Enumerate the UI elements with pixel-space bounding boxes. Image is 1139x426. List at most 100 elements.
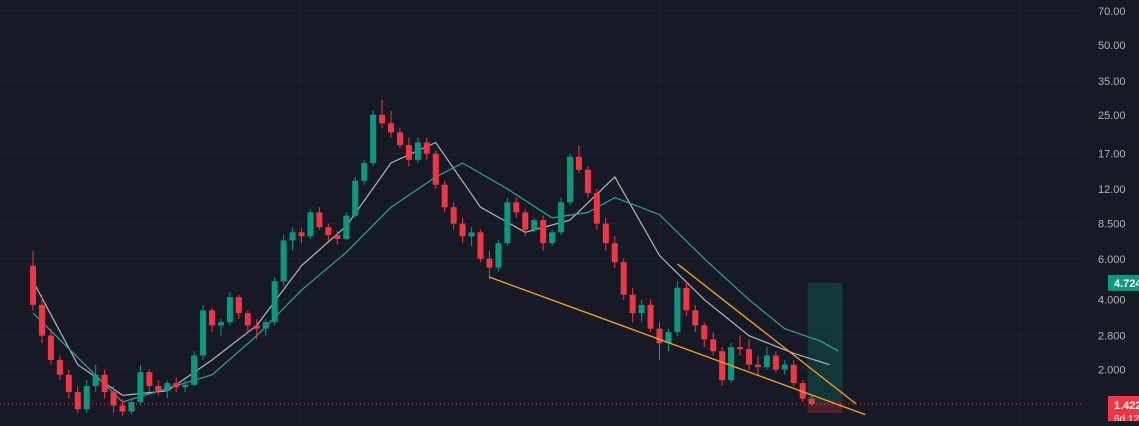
candle-body bbox=[602, 223, 609, 244]
candle-body bbox=[611, 243, 618, 263]
candle bbox=[110, 385, 117, 414]
candle-body bbox=[361, 163, 368, 181]
candle bbox=[173, 377, 180, 393]
candle-body bbox=[513, 202, 520, 213]
price-tick-label: 6.000 bbox=[1098, 254, 1126, 266]
current-price-label: 1.422 bbox=[1114, 400, 1139, 412]
candle-body bbox=[790, 364, 797, 384]
candle bbox=[244, 310, 251, 333]
candle-body bbox=[593, 193, 600, 224]
candle-body bbox=[155, 385, 162, 391]
price-tick-label: 4.000 bbox=[1098, 295, 1126, 307]
candle-body bbox=[558, 202, 565, 233]
candle bbox=[307, 209, 314, 239]
candle-body bbox=[414, 142, 421, 160]
candle-body bbox=[441, 184, 448, 208]
candle bbox=[253, 319, 260, 340]
candle bbox=[83, 380, 90, 414]
candle bbox=[754, 355, 761, 375]
candle-body bbox=[370, 114, 377, 164]
candle bbox=[477, 229, 484, 263]
price-tick-label: 35.00 bbox=[1098, 76, 1126, 88]
candle-body bbox=[799, 383, 806, 399]
candle-body bbox=[30, 265, 36, 305]
candle bbox=[235, 294, 242, 320]
candle bbox=[531, 217, 538, 233]
candle bbox=[647, 299, 654, 333]
candle bbox=[504, 197, 511, 247]
price-tick-label: 50.00 bbox=[1098, 40, 1126, 52]
candle-body bbox=[746, 349, 752, 365]
candle bbox=[30, 250, 36, 311]
candle-body bbox=[289, 232, 296, 241]
candle bbox=[665, 328, 672, 352]
grid-layer bbox=[0, 0, 1084, 421]
candle-body bbox=[504, 202, 511, 244]
candle-body bbox=[423, 142, 430, 154]
candle-body bbox=[620, 262, 627, 295]
candle bbox=[728, 343, 735, 384]
candle-body bbox=[65, 374, 72, 393]
trendline-lower bbox=[489, 276, 866, 416]
candle-body bbox=[719, 351, 726, 381]
candle bbox=[405, 137, 412, 167]
candle bbox=[74, 385, 81, 414]
candle bbox=[674, 281, 681, 336]
candle-body bbox=[450, 207, 457, 224]
candle-body bbox=[325, 227, 332, 235]
candle-body bbox=[164, 383, 171, 391]
price-axis[interactable]: 70.00 50.00 35.00 25.00 17.00 12.00 8.500 6.000… bbox=[0, 6, 1139, 426]
candle bbox=[701, 322, 708, 348]
candle bbox=[772, 351, 779, 373]
candle bbox=[710, 332, 717, 356]
candle-body bbox=[316, 212, 323, 228]
candle-body bbox=[280, 240, 287, 282]
candle-body bbox=[710, 339, 717, 352]
candle-body bbox=[432, 153, 439, 185]
price-tick-label: 2.000 bbox=[1098, 365, 1126, 377]
price-tick-label: 8.500 bbox=[1098, 219, 1126, 231]
candle-body bbox=[262, 322, 269, 329]
candle bbox=[334, 231, 341, 245]
candle-body bbox=[468, 232, 475, 237]
marked-price-badge bbox=[1108, 274, 1139, 291]
candle bbox=[540, 215, 547, 251]
marked-price-label: 4.724 bbox=[1114, 278, 1139, 290]
candle-body bbox=[182, 384, 189, 388]
candle-body bbox=[495, 243, 502, 268]
candle-body bbox=[191, 355, 198, 385]
candle-body bbox=[638, 304, 645, 314]
candle-body bbox=[459, 223, 466, 237]
candle bbox=[692, 304, 699, 333]
candle-body bbox=[307, 212, 314, 237]
candle-body bbox=[486, 258, 493, 268]
candle-body bbox=[200, 310, 207, 356]
candle bbox=[101, 369, 108, 399]
price-tick-label: 12.00 bbox=[1098, 184, 1126, 196]
candle bbox=[209, 307, 215, 333]
candle bbox=[155, 380, 162, 396]
candle-body bbox=[656, 328, 663, 344]
candle bbox=[47, 328, 54, 365]
candle-body bbox=[101, 374, 108, 393]
candle bbox=[146, 369, 153, 393]
candle bbox=[468, 227, 475, 247]
candle-body bbox=[209, 310, 215, 326]
candle-body bbox=[405, 145, 412, 160]
candle-body bbox=[477, 232, 484, 259]
candle-body bbox=[298, 232, 305, 237]
candle bbox=[790, 359, 797, 386]
candle-body bbox=[226, 297, 233, 323]
candle-body bbox=[244, 313, 251, 326]
candle-body bbox=[754, 364, 761, 368]
candle-body bbox=[74, 392, 81, 410]
candle bbox=[781, 359, 788, 375]
candle-body bbox=[728, 347, 735, 381]
candle-body bbox=[647, 304, 654, 329]
candle bbox=[38, 294, 45, 344]
candle-body bbox=[396, 132, 403, 146]
candle-body bbox=[772, 355, 779, 370]
candle bbox=[289, 227, 296, 251]
